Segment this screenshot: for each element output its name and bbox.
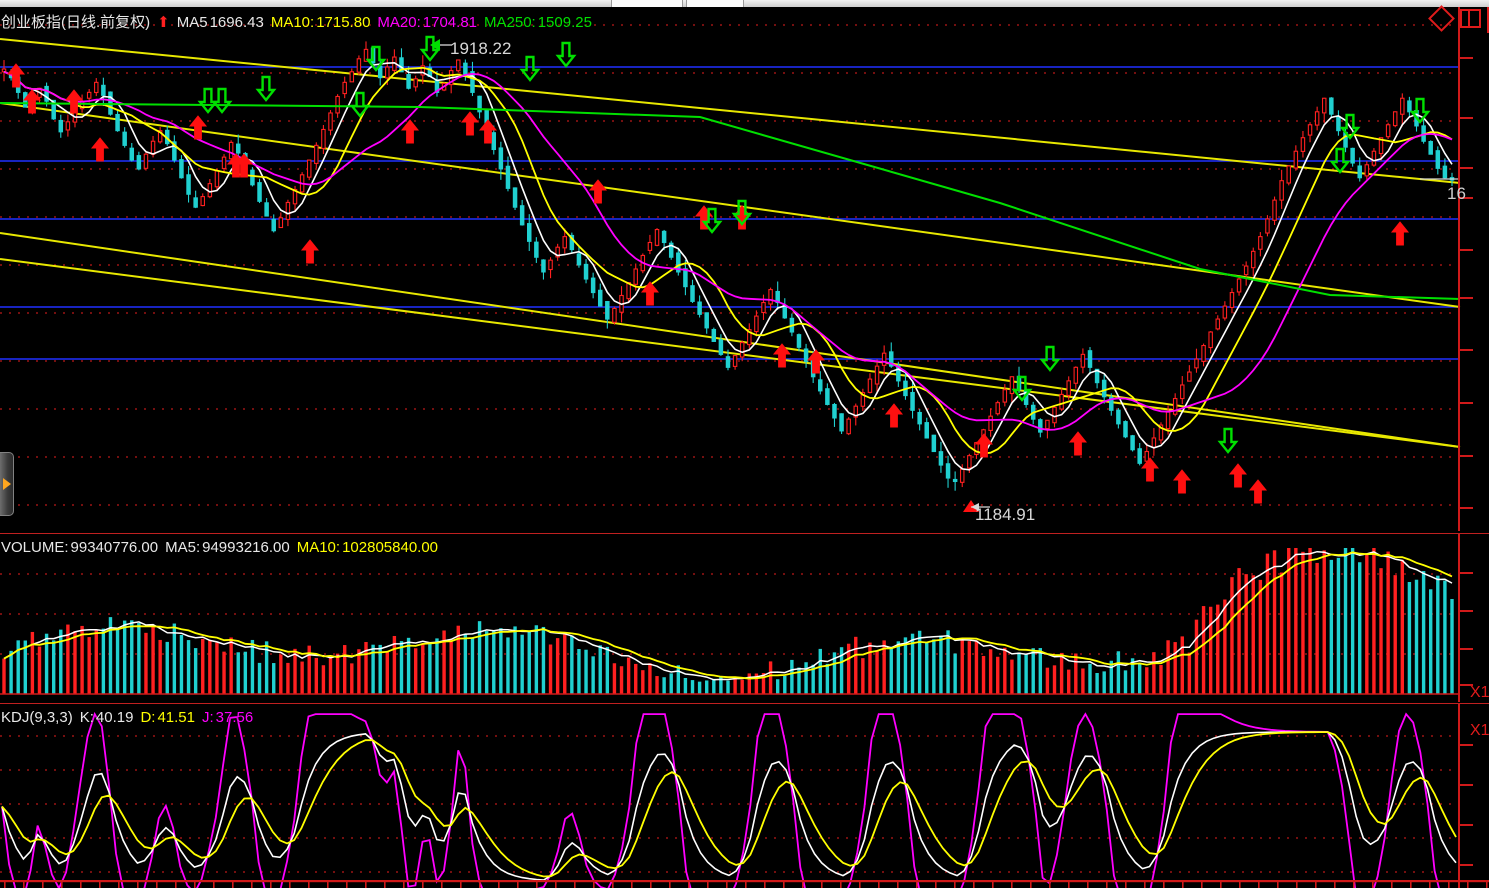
ma250-label: MA250: — [484, 14, 536, 31]
volume-scale-tag: X1 — [1470, 684, 1489, 701]
diamond-icon[interactable] — [1428, 5, 1455, 32]
ma5-value: 1696.43 — [209, 14, 264, 31]
volume-ma10-label: MA10: — [296, 539, 341, 556]
ma10-label: MA10: — [270, 14, 315, 31]
volume-panel[interactable]: VOLUME: 99340776.00 MA5: 94993216.00 MA10: 10… — [0, 533, 1489, 702]
volume-title: VOLUME: — [1, 539, 69, 556]
kdj-time-ruler — [0, 880, 1489, 888]
price-axis[interactable] — [1458, 7, 1489, 531]
kdj-scale-tag: X1 — [1470, 722, 1489, 739]
volume-legend: VOLUME: 99340776.00 MA5: 94993216.00 MA10: 10… — [1, 539, 445, 556]
price-legend: 创业板指(日线.前复权) ⬆ MA5 1696.43 MA10: 1715.80 MA20:… — [1, 11, 599, 32]
sidebar-expand-tab[interactable] — [0, 452, 14, 516]
volume-value: 99340776.00 — [70, 539, 159, 556]
kdj-k-value: 40.19 — [95, 709, 134, 726]
low-price-annotation: 1184.91 — [975, 505, 1036, 524]
symbol-title[interactable]: 创业板指(日线.前复权) — [1, 14, 151, 31]
kdj-title: KDJ(9,3,3) — [1, 709, 73, 726]
volume-ma5-label: MA5: — [165, 539, 201, 556]
kdj-plot-area[interactable] — [0, 704, 1460, 888]
kdj-k-label: K: — [79, 709, 94, 726]
corner-icon-group[interactable] — [1428, 5, 1481, 32]
volume-chart-svg — [0, 548, 1460, 695]
volume-ma5-value: 94993216.00 — [202, 539, 290, 556]
ma20-label: MA20: — [377, 14, 421, 31]
axis-top-bar — [1487, 7, 1489, 33]
ma20-value: 1704.81 — [422, 14, 478, 31]
volume-axis[interactable] — [1458, 534, 1489, 702]
kdj-axis[interactable] — [1458, 704, 1489, 888]
toolbar-button-a[interactable] — [611, 0, 683, 7]
volume-plot-area[interactable] — [0, 534, 1460, 702]
kdj-d-value: 41.51 — [157, 709, 195, 726]
kdj-d-label: D: — [140, 709, 156, 726]
kdj-legend: KDJ(9,3,3) K: 40.19 D: 41.51 J: 37.56 — [1, 709, 260, 726]
kdj-panel[interactable]: KDJ(9,3,3) K: 40.19 D: 41.51 J: 37.56 — [0, 703, 1489, 888]
kdj-chart-svg — [0, 711, 1460, 888]
price-chart-svg — [0, 24, 1461, 512]
play-triangle-icon — [2, 478, 11, 490]
up-arrow-red-icon: ⬆ — [157, 14, 170, 31]
window-toolbar-strip — [0, 0, 1489, 7]
kdj-j-label: J: — [201, 709, 214, 726]
toolbar-button-b[interactable] — [686, 0, 744, 7]
split-window-icon[interactable] — [1460, 9, 1481, 28]
ma250-value: 1509.25 — [537, 14, 592, 31]
price-panel[interactable]: 创业板指(日线.前复权) ⬆ MA5 1696.43 MA10: 1715.80 MA20:… — [0, 7, 1489, 531]
ma5-label: MA5 — [176, 14, 208, 31]
high-price-annotation: 1918.22 — [450, 39, 512, 58]
price-plot-area[interactable] — [0, 7, 1461, 531]
last-price-axis-tag: 16 — [1447, 184, 1466, 203]
volume-ma10-value: 102805840.00 — [342, 539, 439, 556]
kdj-j-value: 37.56 — [215, 709, 254, 726]
ma10-value: 1715.80 — [316, 14, 371, 31]
